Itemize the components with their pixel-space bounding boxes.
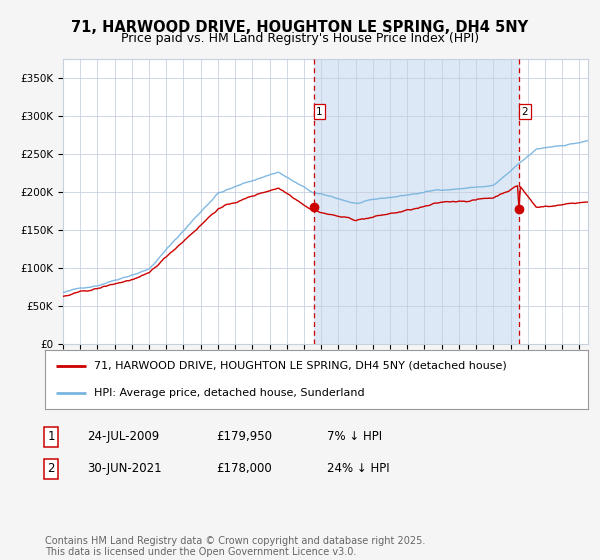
Text: £178,000: £178,000 xyxy=(216,462,272,475)
Text: 7% ↓ HPI: 7% ↓ HPI xyxy=(327,430,382,444)
Text: 71, HARWOOD DRIVE, HOUGHTON LE SPRING, DH4 5NY: 71, HARWOOD DRIVE, HOUGHTON LE SPRING, D… xyxy=(71,20,529,35)
Text: 1: 1 xyxy=(316,106,323,116)
Bar xyxy=(314,59,519,344)
Text: 1: 1 xyxy=(47,430,55,444)
Text: 2: 2 xyxy=(521,106,528,116)
Text: 24% ↓ HPI: 24% ↓ HPI xyxy=(327,462,389,475)
Text: Contains HM Land Registry data © Crown copyright and database right 2025.
This d: Contains HM Land Registry data © Crown c… xyxy=(45,535,425,557)
Text: HPI: Average price, detached house, Sunderland: HPI: Average price, detached house, Sund… xyxy=(94,388,364,398)
Text: Price paid vs. HM Land Registry's House Price Index (HPI): Price paid vs. HM Land Registry's House … xyxy=(121,32,479,45)
Text: 24-JUL-2009: 24-JUL-2009 xyxy=(87,430,159,444)
Text: 2: 2 xyxy=(47,462,55,475)
Text: £179,950: £179,950 xyxy=(216,430,272,444)
Text: 30-JUN-2021: 30-JUN-2021 xyxy=(87,462,161,475)
Text: 71, HARWOOD DRIVE, HOUGHTON LE SPRING, DH4 5NY (detached house): 71, HARWOOD DRIVE, HOUGHTON LE SPRING, D… xyxy=(94,361,506,371)
